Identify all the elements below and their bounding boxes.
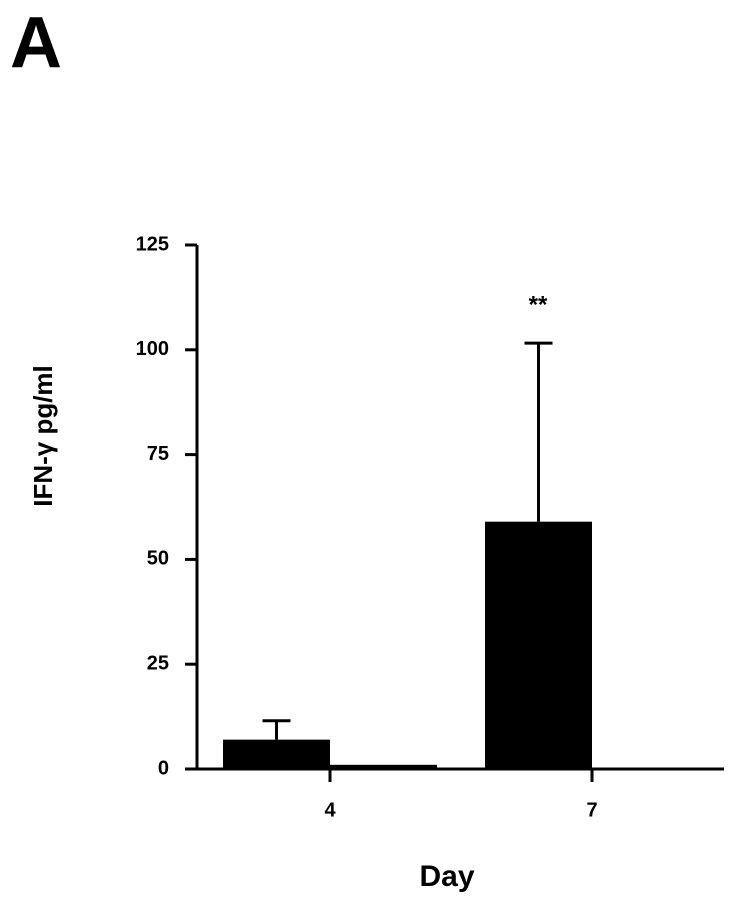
y-tick-label: 0 [158,757,169,779]
y-tick-label: 75 [147,443,169,465]
y-axis-label: IFN-γ pg/ml [28,365,58,507]
panel-label: A [10,3,62,83]
y-tick-label: 50 [147,548,169,570]
bar [330,764,437,769]
error-bar [524,341,553,522]
y-tick-label: 125 [136,233,169,255]
x-axis-label: Day [419,860,474,893]
error-bar [262,719,291,740]
y-tick-label: 25 [147,652,169,674]
x-tick-label: 7 [586,799,597,821]
y-tick-label: 100 [136,338,169,360]
bar [485,521,592,769]
x-tick-label: 4 [324,799,336,821]
significance-annotation: ** [529,291,548,318]
bar [223,739,330,769]
